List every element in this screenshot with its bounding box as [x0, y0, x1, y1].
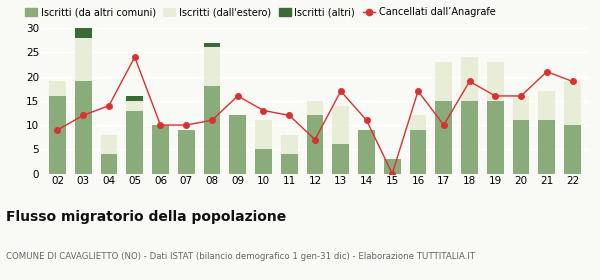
Bar	[307, 101, 323, 115]
Bar	[538, 91, 555, 120]
Bar	[410, 130, 427, 174]
Bar	[203, 47, 220, 86]
Bar	[564, 125, 581, 174]
Bar	[512, 120, 529, 174]
Bar	[101, 135, 118, 154]
Bar	[49, 81, 66, 96]
Text: COMUNE DI CAVAGLIETTO (NO) - Dati ISTAT (bilancio demografico 1 gen-31 dic) - El: COMUNE DI CAVAGLIETTO (NO) - Dati ISTAT …	[6, 252, 475, 261]
Bar	[203, 43, 220, 47]
Bar	[152, 125, 169, 174]
Bar	[410, 115, 427, 130]
Bar	[49, 96, 66, 174]
Bar	[332, 106, 349, 144]
Bar	[127, 96, 143, 101]
Bar	[384, 159, 401, 174]
Bar	[461, 101, 478, 174]
Bar	[229, 115, 246, 174]
Bar	[538, 120, 555, 174]
Bar	[75, 81, 92, 174]
Bar	[127, 111, 143, 174]
Text: Flusso migratorio della popolazione: Flusso migratorio della popolazione	[6, 210, 286, 224]
Bar	[307, 115, 323, 174]
Bar	[332, 144, 349, 174]
Bar	[255, 149, 272, 174]
Bar	[436, 62, 452, 101]
Bar	[487, 101, 503, 174]
Bar	[255, 120, 272, 149]
Bar	[281, 154, 298, 174]
Bar	[487, 62, 503, 101]
Bar	[101, 154, 118, 174]
Bar	[127, 101, 143, 111]
Bar	[203, 86, 220, 174]
Bar	[436, 101, 452, 174]
Bar	[358, 130, 375, 174]
Bar	[512, 96, 529, 120]
Bar	[281, 135, 298, 154]
Bar	[461, 57, 478, 101]
Legend: Iscritti (da altri comuni), Iscritti (dall'estero), Iscritti (altri), Cancellati: Iscritti (da altri comuni), Iscritti (da…	[25, 7, 496, 17]
Bar	[75, 28, 92, 38]
Bar	[178, 130, 194, 174]
Bar	[75, 38, 92, 81]
Bar	[564, 81, 581, 125]
